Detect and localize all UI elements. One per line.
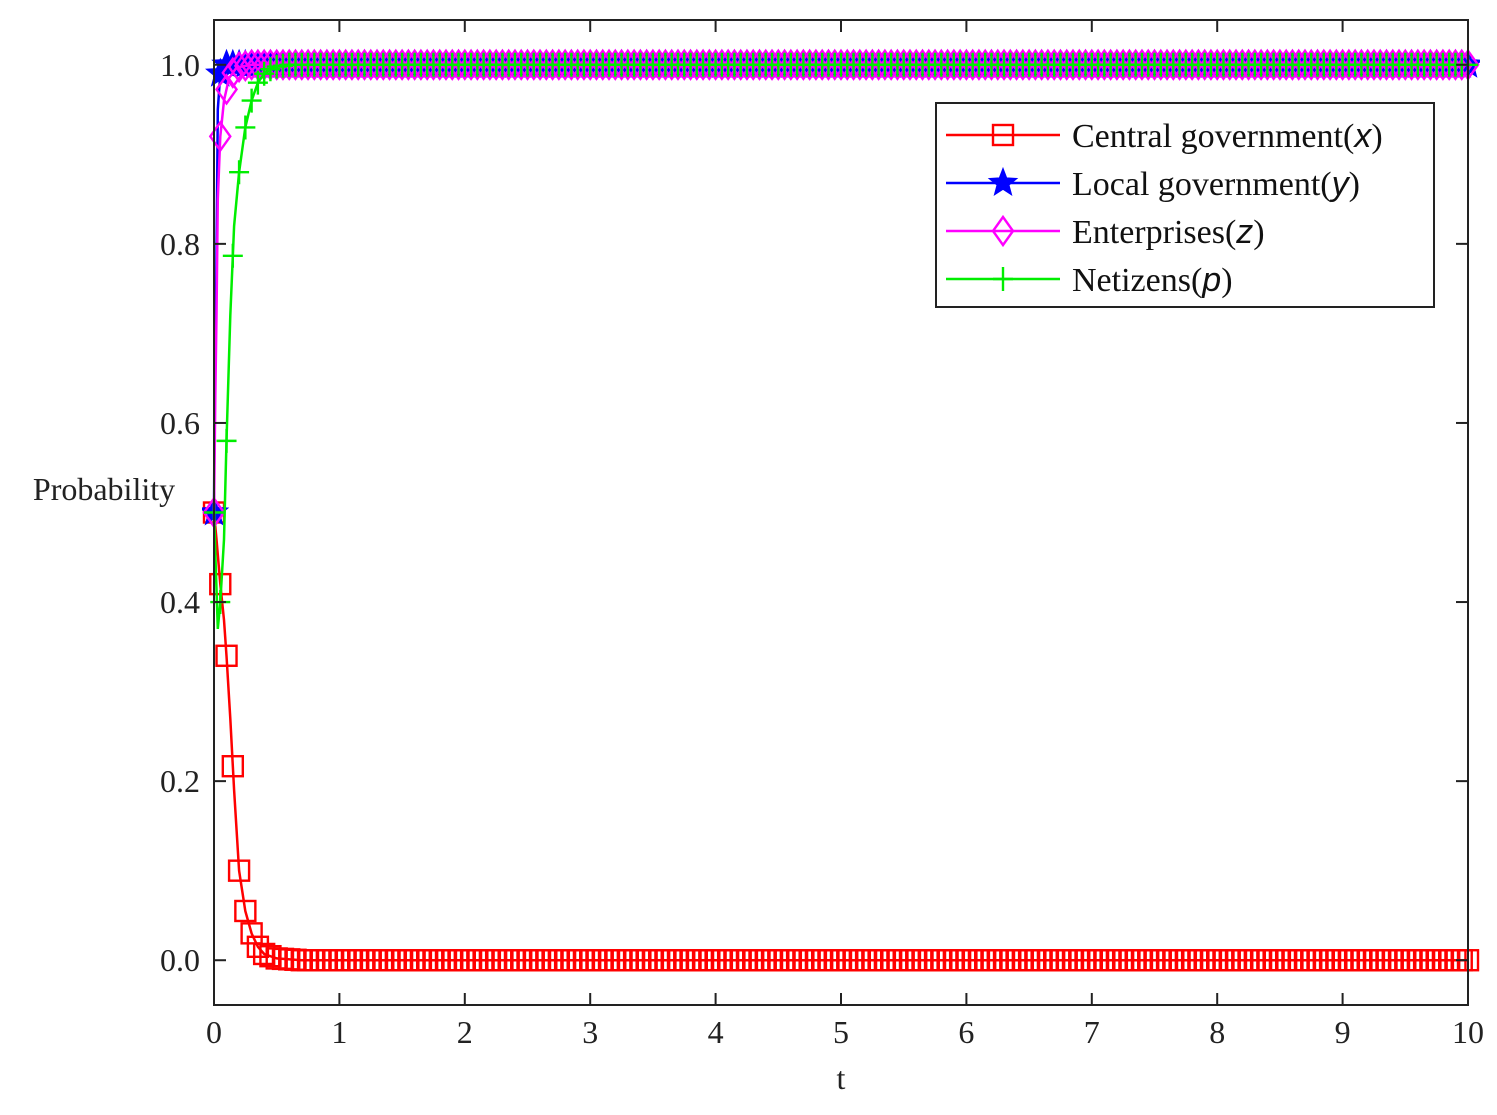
series-layer bbox=[202, 48, 1480, 972]
data-point-p bbox=[229, 160, 250, 185]
y-axis: 0.0 0.2 0.4 0.6 0.8 1.0 bbox=[160, 47, 1468, 978]
x-tick-label: 0 bbox=[206, 1014, 222, 1050]
data-point-p bbox=[216, 428, 237, 453]
x-axis: 0 1 2 3 4 5 6 7 8 9 10 bbox=[206, 20, 1484, 1050]
x-tick-label: 8 bbox=[1209, 1014, 1225, 1050]
data-point-z bbox=[227, 50, 251, 84]
x-tick-label: 3 bbox=[582, 1014, 598, 1050]
data-point-x bbox=[221, 755, 245, 778]
legend-label: Enterprises(z) bbox=[1072, 213, 1265, 251]
legend-open-paren: ( bbox=[1320, 166, 1331, 203]
legend-marker bbox=[991, 214, 1015, 248]
legend-marker bbox=[993, 267, 1013, 291]
x-tick-label: 9 bbox=[1335, 1014, 1351, 1050]
x-tick-label: 6 bbox=[958, 1014, 974, 1050]
series-x bbox=[202, 501, 1480, 972]
x-tick-label: 10 bbox=[1452, 1014, 1484, 1050]
data-point-x bbox=[227, 859, 251, 882]
legend-series-var: x bbox=[1352, 117, 1372, 155]
y-tick-label: 0.0 bbox=[160, 942, 200, 978]
legend-series-var: z bbox=[1235, 213, 1253, 251]
x-tick-label: 2 bbox=[457, 1014, 473, 1050]
legend: Central government(x)Local government(y)… bbox=[935, 102, 1435, 308]
legend-box bbox=[935, 102, 1435, 308]
y-tick-label: 1.0 bbox=[160, 47, 200, 83]
series-p bbox=[204, 52, 1478, 630]
legend-label: Central government(x) bbox=[1072, 117, 1383, 155]
x-tick-label: 1 bbox=[331, 1014, 347, 1050]
y-tick-label: 0.4 bbox=[160, 584, 200, 620]
legend-marker bbox=[987, 166, 1019, 196]
x-axis-label: t bbox=[837, 1060, 846, 1096]
legend-label: Netizens(p) bbox=[1072, 261, 1233, 299]
x-tick-label: 4 bbox=[708, 1014, 724, 1050]
legend-series-var: y bbox=[1330, 165, 1351, 203]
y-tick-label: 0.6 bbox=[160, 405, 200, 441]
legend-item-x: Central government(x) bbox=[946, 117, 1383, 155]
data-point-p bbox=[222, 243, 243, 268]
data-point-p bbox=[235, 115, 256, 140]
data-point-p bbox=[241, 88, 262, 113]
data-point-z bbox=[233, 49, 257, 82]
data-point-x bbox=[234, 899, 257, 923]
legend-marker bbox=[991, 123, 1015, 147]
legend-series-name: Enterprises bbox=[1072, 214, 1225, 251]
y-tick-label: 0.2 bbox=[160, 763, 200, 799]
series-line-x bbox=[212, 512, 1468, 962]
legend-close-paren: ) bbox=[1253, 214, 1264, 251]
y-axis-label: Probability bbox=[33, 471, 175, 507]
legend-close-paren: ) bbox=[1221, 262, 1232, 299]
data-point-x bbox=[215, 644, 238, 667]
legend-item-y: Local government(y) bbox=[946, 165, 1360, 203]
legend-series-name: Local government bbox=[1072, 166, 1321, 203]
legend-open-paren: ( bbox=[1191, 262, 1202, 299]
legend-open-paren: ( bbox=[1225, 214, 1236, 251]
legend-label: Local government(y) bbox=[1072, 165, 1360, 203]
legend-open-paren: ( bbox=[1343, 118, 1354, 155]
data-point-z bbox=[221, 56, 245, 89]
legend-close-paren: ) bbox=[1371, 118, 1382, 155]
legend-item-z: Enterprises(z) bbox=[946, 213, 1265, 251]
legend-close-paren: ) bbox=[1349, 166, 1360, 203]
y-tick-label: 0.8 bbox=[160, 226, 200, 262]
legend-series-name: Netizens bbox=[1072, 262, 1191, 299]
series-line-z bbox=[212, 63, 1468, 513]
legend-series-var: p bbox=[1201, 261, 1221, 299]
legend-item-p: Netizens(p) bbox=[946, 261, 1233, 299]
x-tick-label: 5 bbox=[833, 1014, 849, 1050]
legend-series-name: Central government bbox=[1072, 118, 1344, 155]
data-point-x bbox=[240, 922, 263, 945]
x-tick-label: 7 bbox=[1084, 1014, 1100, 1050]
